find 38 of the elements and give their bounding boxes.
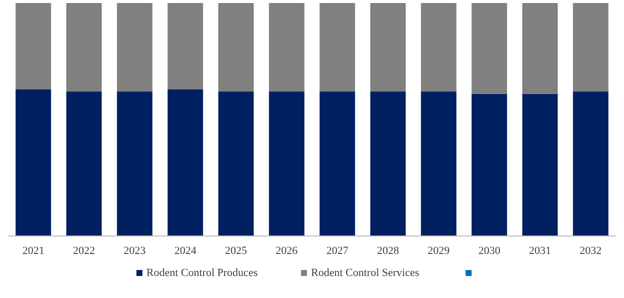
legend-label: Rodent Control Produces — [146, 267, 258, 279]
x-tick-label: 2024 — [174, 245, 197, 257]
x-tick-label: 2025 — [225, 245, 248, 257]
bar — [420, 92, 456, 236]
bar — [168, 89, 204, 236]
bar — [66, 3, 102, 92]
x-tick-label: 2032 — [580, 245, 602, 257]
x-tick-label: 2027 — [326, 245, 349, 257]
bar — [370, 92, 406, 236]
bar — [268, 92, 304, 236]
x-tick-label: 2030 — [478, 245, 501, 257]
bar — [472, 94, 508, 236]
bar — [320, 3, 356, 92]
bar — [66, 92, 102, 236]
bar — [572, 92, 608, 236]
bar — [116, 92, 152, 236]
x-tick-label: 2031 — [529, 245, 551, 257]
x-tick-label: 2023 — [124, 245, 146, 257]
bar — [16, 3, 52, 90]
bar — [522, 94, 558, 236]
bar — [420, 3, 456, 92]
bar — [268, 3, 304, 92]
bar — [320, 92, 356, 236]
x-tick-label: 2021 — [22, 245, 44, 257]
bar — [572, 3, 608, 92]
bar — [472, 3, 508, 94]
bar — [168, 3, 204, 90]
x-tick-label: 2026 — [276, 245, 298, 257]
bar — [16, 89, 52, 236]
bar — [116, 3, 152, 92]
bar — [218, 3, 254, 92]
bar — [522, 3, 558, 94]
x-tick-label: 2029 — [428, 245, 450, 257]
legend-label: Rodent Control Services — [311, 267, 420, 279]
bar — [218, 92, 254, 236]
bar — [370, 3, 406, 92]
x-tick-label: 2022 — [73, 245, 95, 257]
x-tick-label: 2028 — [377, 245, 400, 257]
